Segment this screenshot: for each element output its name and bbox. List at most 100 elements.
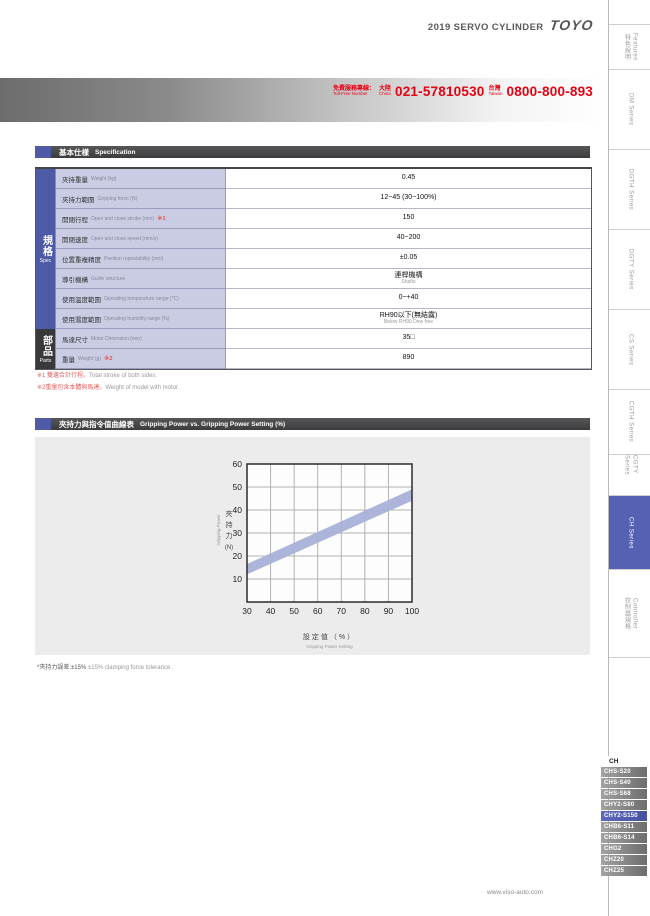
ch-model-list: CH CHS-S20 CHS-S40 CHS-S68 CHY2-S80 CHY2-S15… (601, 756, 647, 877)
row-label-en: Open and close speed (mm/s) (91, 235, 158, 242)
row-label-zh: 導引機構 (62, 276, 88, 284)
model-list-header: CH (601, 756, 647, 767)
svg-text:Gripping Power: Gripping Power (216, 514, 221, 546)
model-item-label: CHS-S40 (604, 780, 631, 786)
sidebar-tab-cgth-series[interactable]: CGTH Series (609, 390, 650, 455)
svg-text:30: 30 (242, 606, 252, 616)
value-main: 0.45 (401, 174, 416, 182)
row-label-en: Operating temperature range (°C) (104, 295, 179, 302)
footnote-en: Weight of model with motor. (105, 385, 180, 391)
model-item-chs-s68[interactable]: CHS-S68 (601, 789, 647, 799)
row-label-en: Open and close stroke (mm) (91, 215, 155, 222)
svg-text:60: 60 (313, 606, 323, 616)
svg-text:20: 20 (233, 551, 243, 561)
sidebar-tab-dm-series[interactable]: DM Series (609, 70, 650, 150)
model-item-chg2[interactable]: CHG2 (601, 844, 647, 854)
svg-text:持: 持 (226, 520, 233, 529)
spec-group-parts: 部品 Parts (36, 329, 56, 369)
sidebar-tab-ch-series[interactable]: CH Series (609, 496, 650, 570)
spec-row-label: 夾持力範圍 Gripping force (N) (56, 189, 226, 209)
svg-text:夾: 夾 (226, 510, 233, 518)
group-label-en: Spec (39, 257, 52, 264)
spec-row-label: 重量 Weight (g) ※2 (56, 349, 226, 369)
model-item-chb6-s14[interactable]: CHB6-S14 (601, 833, 647, 843)
svg-text:70: 70 (337, 606, 347, 616)
row-label-zh: 夾持力範圍 (62, 196, 95, 204)
sidebar-tab-dgth-series[interactable]: DGTH Series (609, 150, 650, 230)
tab-label-zh: 控制器規格 (623, 597, 630, 630)
model-item-chs-s40[interactable]: CHS-S40 (601, 778, 647, 788)
spec-row-label: 使用濕度範圍 Operating humidity range (%) (56, 309, 226, 329)
model-item-chs-s20[interactable]: CHS-S20 (601, 767, 647, 777)
value-main: 40~200 (396, 234, 421, 242)
gripping-power-chart: 30 40 50 60 70 80 90 100 10 20 30 40 50 60 設定值（%） Gripp… (35, 437, 590, 655)
tab-label-en: Controller (631, 597, 638, 629)
taiwan-phone: 0800-800-893 (506, 84, 593, 99)
sidebar-tab-cgty-series[interactable]: CGTY Series (609, 455, 650, 496)
sidebar-tab-features[interactable]: 特色說明 Features (609, 24, 650, 70)
table-footnote-1: ※1 雙邊合計行程。Total stroke of both sides. (37, 373, 157, 379)
chart-title-zh: 夾持力與指令值曲線表 (59, 419, 134, 429)
spec-row-label: 位置重複精度 Position repeatability (mm) (56, 249, 226, 269)
row-label-zh: 夾持重量 (62, 176, 88, 184)
svg-text:50: 50 (289, 606, 299, 616)
tab-label-en: CGTH Series (627, 401, 634, 443)
spec-row-value: RH90以下(無結露) Below RH90 Dew free (226, 309, 591, 329)
row-label-en: Gripping force (N) (97, 195, 138, 202)
model-item-label: CHY2-S80 (604, 802, 635, 808)
row-label-zh: 開閉行程 (62, 216, 88, 224)
chart-svg: 30 40 50 60 70 80 90 100 10 20 30 40 50 60 設定值（%） Gripp… (216, 459, 419, 649)
footnote-zh: ※2重量包含本體與馬達。 (37, 385, 106, 391)
value-main: 0~+40 (398, 294, 419, 302)
svg-text:100: 100 (405, 606, 419, 616)
tab-label-en: Features (631, 33, 638, 61)
sidebar-tab-controller[interactable]: 控制器規格 Controller (609, 570, 650, 658)
spec-row-value: 890 (226, 349, 591, 369)
svg-text:Gripping Power Setting: Gripping Power Setting (306, 644, 353, 649)
sidebar-tab-cs-series[interactable]: CS Series (609, 310, 650, 390)
tollfree-block: 免費服務專線： Toll-Free Number 大陸 China 021-57… (333, 84, 593, 99)
model-item-chy2-s80[interactable]: CHY2-S80 (601, 800, 647, 810)
row-note-ref: ※1 (157, 215, 166, 222)
value-main: 連桿機構 (394, 271, 423, 279)
accent-square (35, 418, 51, 430)
footer-url: www.viso-auto.com (487, 889, 543, 896)
accent-square (35, 146, 51, 158)
tab-label-en: DM Series (627, 93, 634, 126)
svg-text:90: 90 (384, 606, 394, 616)
row-label-zh: 馬達尺寸 (62, 336, 88, 344)
value-main: ±0.05 (399, 254, 418, 262)
chart-title-en: Gripping Power vs. Gripping Power Settin… (140, 420, 286, 428)
spec-title-zh: 基本仕樣 (59, 147, 89, 157)
model-item-chy2-s150[interactable]: CHY2-S150 (601, 811, 647, 821)
china-phone: 021-57810530 (395, 84, 485, 99)
row-label-zh: 位置重複精度 (62, 256, 101, 264)
row-label-zh: 開閉速度 (62, 236, 88, 244)
gradient-banner (0, 78, 608, 122)
svg-text:50: 50 (233, 482, 243, 492)
spec-row-value: 連桿機構 Shafts (226, 269, 591, 289)
row-label-zh: 使用濕度範圍 (62, 316, 101, 324)
spec-row-value: 0~+40 (226, 289, 591, 309)
sidebar-tab-dgty-series[interactable]: DGTY Series (609, 230, 650, 310)
spec-row-label: 開閉速度 Open and close speed (mm/s) (56, 229, 226, 249)
spec-row-label: 導引機構 Guide structure (56, 269, 226, 289)
row-label-en: Operating humidity range (%) (104, 315, 170, 322)
taiwan-label: 台灣 Taiwan (488, 85, 503, 97)
model-item-chb6-s11[interactable]: CHB6-S11 (601, 822, 647, 832)
china-label: 大陸 China (379, 85, 392, 97)
value-main: 150 (402, 214, 415, 222)
tab-label-en: CS Series (627, 333, 634, 366)
model-item-label: CHG2 (604, 846, 622, 852)
spec-row-label: 開閉行程 Open and close stroke (mm) ※1 (56, 209, 226, 229)
row-label-zh: 使用溫度範圍 (62, 296, 101, 304)
model-item-chz20[interactable]: CHZ20 (601, 855, 647, 865)
spec-row-label: 夾持重量 Weight (kg) (56, 169, 226, 189)
model-item-label: CHY2-S150 (604, 813, 638, 819)
spec-group-spec: 規格 Spec (36, 169, 56, 329)
specification-table: 規格 Spec 部品 Parts 夾持重量 Weight (kg) 0.45 夾持力範圍 Gri… (35, 167, 592, 370)
svg-text:60: 60 (233, 459, 243, 469)
model-item-chz25[interactable]: CHZ25 (601, 866, 647, 876)
table-footnote-2: ※2重量包含本體與馬達。Weight of model with motor. (37, 385, 179, 391)
group-label-zh: 部品 (40, 334, 52, 357)
